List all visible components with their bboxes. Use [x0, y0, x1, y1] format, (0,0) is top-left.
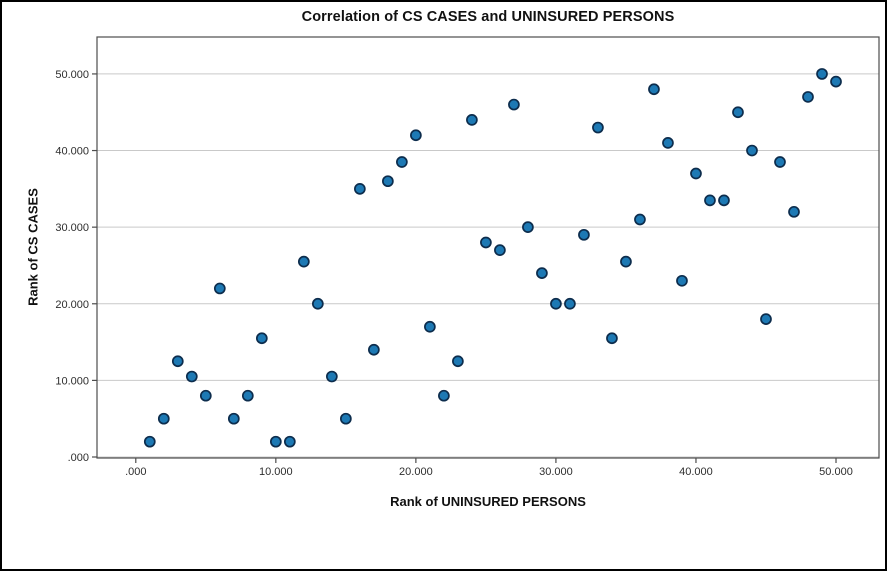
data-point — [227, 412, 240, 425]
data-point — [564, 297, 576, 310]
x-tick-label: 50.000 — [819, 466, 853, 478]
y-tick-label: 10.000 — [55, 375, 89, 387]
y-tick-label: 50.000 — [55, 69, 89, 81]
data-point — [690, 167, 702, 180]
plot-box-spines — [96, 36, 880, 459]
data-point — [424, 320, 436, 333]
data-point — [704, 194, 716, 207]
data-point — [199, 389, 212, 402]
chart-title: Correlation of CS CASES and UNINSURED PE… — [301, 9, 675, 25]
data-point — [760, 313, 772, 325]
data-point — [620, 255, 632, 268]
x-tick-label: .000 — [125, 466, 146, 478]
x-tick-label: 40.000 — [679, 466, 713, 478]
data-point — [606, 332, 618, 345]
data-point — [788, 205, 800, 218]
data-point — [410, 129, 422, 142]
data-point — [171, 355, 184, 368]
y-axis-title: Rank of CS CASES — [25, 188, 41, 306]
y-tick-label: 20.000 — [55, 299, 89, 311]
y-tick-label: 30.000 — [55, 222, 89, 234]
data-point — [522, 221, 534, 234]
data-point — [746, 144, 758, 157]
data-point — [213, 282, 226, 295]
data-point — [438, 389, 450, 402]
x-tick-label: 30.000 — [539, 466, 573, 478]
data-point — [452, 355, 464, 368]
data-point — [297, 255, 310, 268]
data-point — [634, 213, 646, 226]
data-point — [774, 156, 786, 168]
data-point — [830, 75, 842, 88]
data-point — [241, 389, 254, 402]
data-point — [466, 114, 478, 126]
data-point — [816, 68, 828, 80]
data-point — [269, 435, 282, 448]
data-point — [396, 156, 408, 168]
data-point — [354, 183, 366, 195]
x-tick-label: 10.000 — [259, 466, 293, 478]
data-point — [340, 412, 352, 425]
data-point — [382, 175, 394, 188]
data-point — [648, 83, 660, 96]
data-point — [536, 267, 548, 279]
data-point — [143, 435, 156, 448]
data-point — [255, 332, 268, 345]
data-point — [185, 370, 198, 383]
data-point — [157, 412, 170, 425]
data-point — [732, 106, 744, 119]
data-point — [802, 91, 814, 103]
x-tick-label: 20.000 — [399, 466, 433, 478]
y-tick-label: 40.000 — [55, 146, 89, 158]
data-point — [368, 343, 380, 356]
data-point — [718, 194, 730, 207]
data-point — [311, 297, 324, 310]
data-point — [550, 297, 562, 310]
data-point — [578, 228, 590, 241]
data-point — [592, 121, 604, 134]
data-point — [662, 137, 674, 149]
y-tick-label: .000 — [68, 452, 89, 464]
data-point — [494, 244, 506, 256]
data-point — [480, 236, 492, 249]
data-point — [326, 370, 338, 383]
x-axis-title: Rank of UNINSURED PERSONS — [390, 494, 586, 509]
data-point — [283, 435, 296, 448]
data-point — [508, 98, 520, 111]
data-point — [676, 274, 688, 287]
